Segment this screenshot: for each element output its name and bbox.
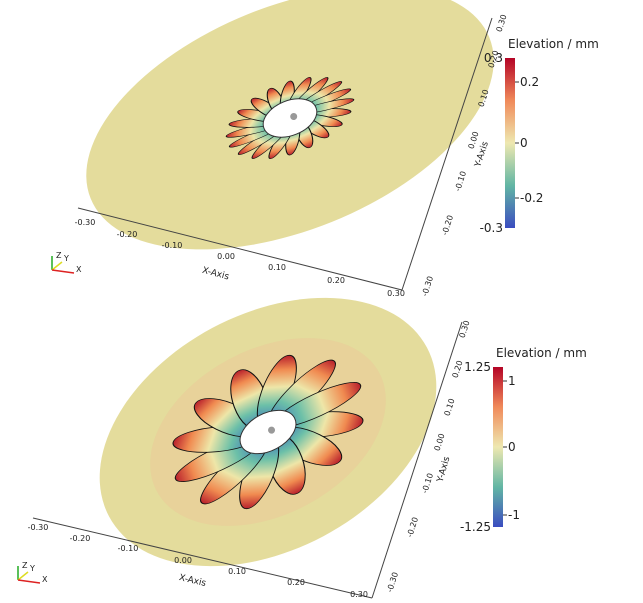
colorbar — [505, 58, 515, 228]
x-tick-label: 0.30 — [350, 590, 368, 599]
colorbar-max: 1.25 — [464, 360, 491, 374]
colorbar — [493, 367, 503, 527]
x-tick-label: 0.20 — [287, 578, 305, 587]
triad-x — [17, 579, 41, 584]
x-tick-label: 0.10 — [268, 263, 286, 272]
blades — [172, 354, 364, 510]
y-axis-line — [371, 321, 463, 599]
colorbar-tick-label: -0.2 — [520, 191, 543, 205]
y-tick-label: 0.30 — [495, 13, 509, 33]
colorbar-min: -0.3 — [480, 221, 503, 235]
colorbar-tick-label: -1 — [508, 508, 520, 522]
y-tick-label: -0.30 — [420, 275, 435, 297]
colorbar-min: -1.25 — [460, 520, 491, 534]
y-tick-label: 0.30 — [458, 319, 472, 339]
x-tick-label: -0.30 — [28, 523, 49, 532]
colorbar-tick-label: 0.2 — [520, 75, 539, 89]
y-axis-title: Y-Axis — [435, 455, 452, 484]
x-axis-line — [77, 207, 403, 291]
y-axis-line — [401, 17, 493, 291]
triad-label: Y — [29, 564, 35, 573]
triad-label: Z — [22, 561, 28, 570]
y-tick-label: 0.10 — [443, 397, 457, 417]
hub — [262, 98, 318, 138]
colorbar-title: Elevation / mm — [508, 37, 599, 51]
colorbar-title: Elevation / mm — [496, 346, 587, 360]
disk-view — [99, 297, 437, 567]
x-tick-label: 0.30 — [387, 289, 405, 298]
x-axis-title: X-Axis — [178, 573, 207, 589]
pin — [268, 426, 276, 434]
triad-label: Z — [56, 251, 62, 260]
x-tick-label: 0.10 — [228, 567, 246, 576]
x-tick-label: -0.10 — [118, 544, 139, 553]
triad-label: X — [42, 575, 48, 584]
triad-y — [17, 571, 29, 581]
colorbar-max: 0.3 — [484, 51, 503, 65]
disk-view — [86, 0, 494, 250]
colorbar-tick-label: 0 — [520, 136, 528, 150]
x-tick-label: -0.10 — [162, 241, 183, 250]
x-tick-label: 0.20 — [327, 276, 345, 285]
y-tick-label: -0.10 — [453, 170, 468, 192]
colorbar-tick-label: 1 — [508, 374, 516, 388]
y-tick-label: -0.10 — [420, 472, 435, 494]
triad-x — [51, 269, 75, 274]
x-tick-label: -0.20 — [70, 534, 91, 543]
y-tick-label: -0.30 — [385, 571, 400, 593]
y-tick-label: -0.20 — [405, 516, 420, 538]
triad-y — [51, 261, 63, 271]
x-tick-label: -0.20 — [117, 230, 138, 239]
x-tick-label: -0.30 — [75, 218, 96, 227]
triad-label: X — [76, 265, 82, 274]
x-tick-label: 0.00 — [174, 556, 192, 565]
colorbar-tick-label: 0 — [508, 440, 516, 454]
hub — [239, 409, 297, 455]
y-tick-label: -0.20 — [440, 214, 455, 236]
y-tick-label: 0.00 — [433, 432, 447, 452]
x-axis-title: X-Axis — [201, 266, 230, 283]
pin — [290, 113, 298, 121]
x-tick-label: 0.00 — [217, 252, 235, 261]
x-axis-line — [32, 517, 373, 599]
triad-label: Y — [63, 254, 69, 263]
y-tick-label: 0.20 — [451, 359, 465, 379]
